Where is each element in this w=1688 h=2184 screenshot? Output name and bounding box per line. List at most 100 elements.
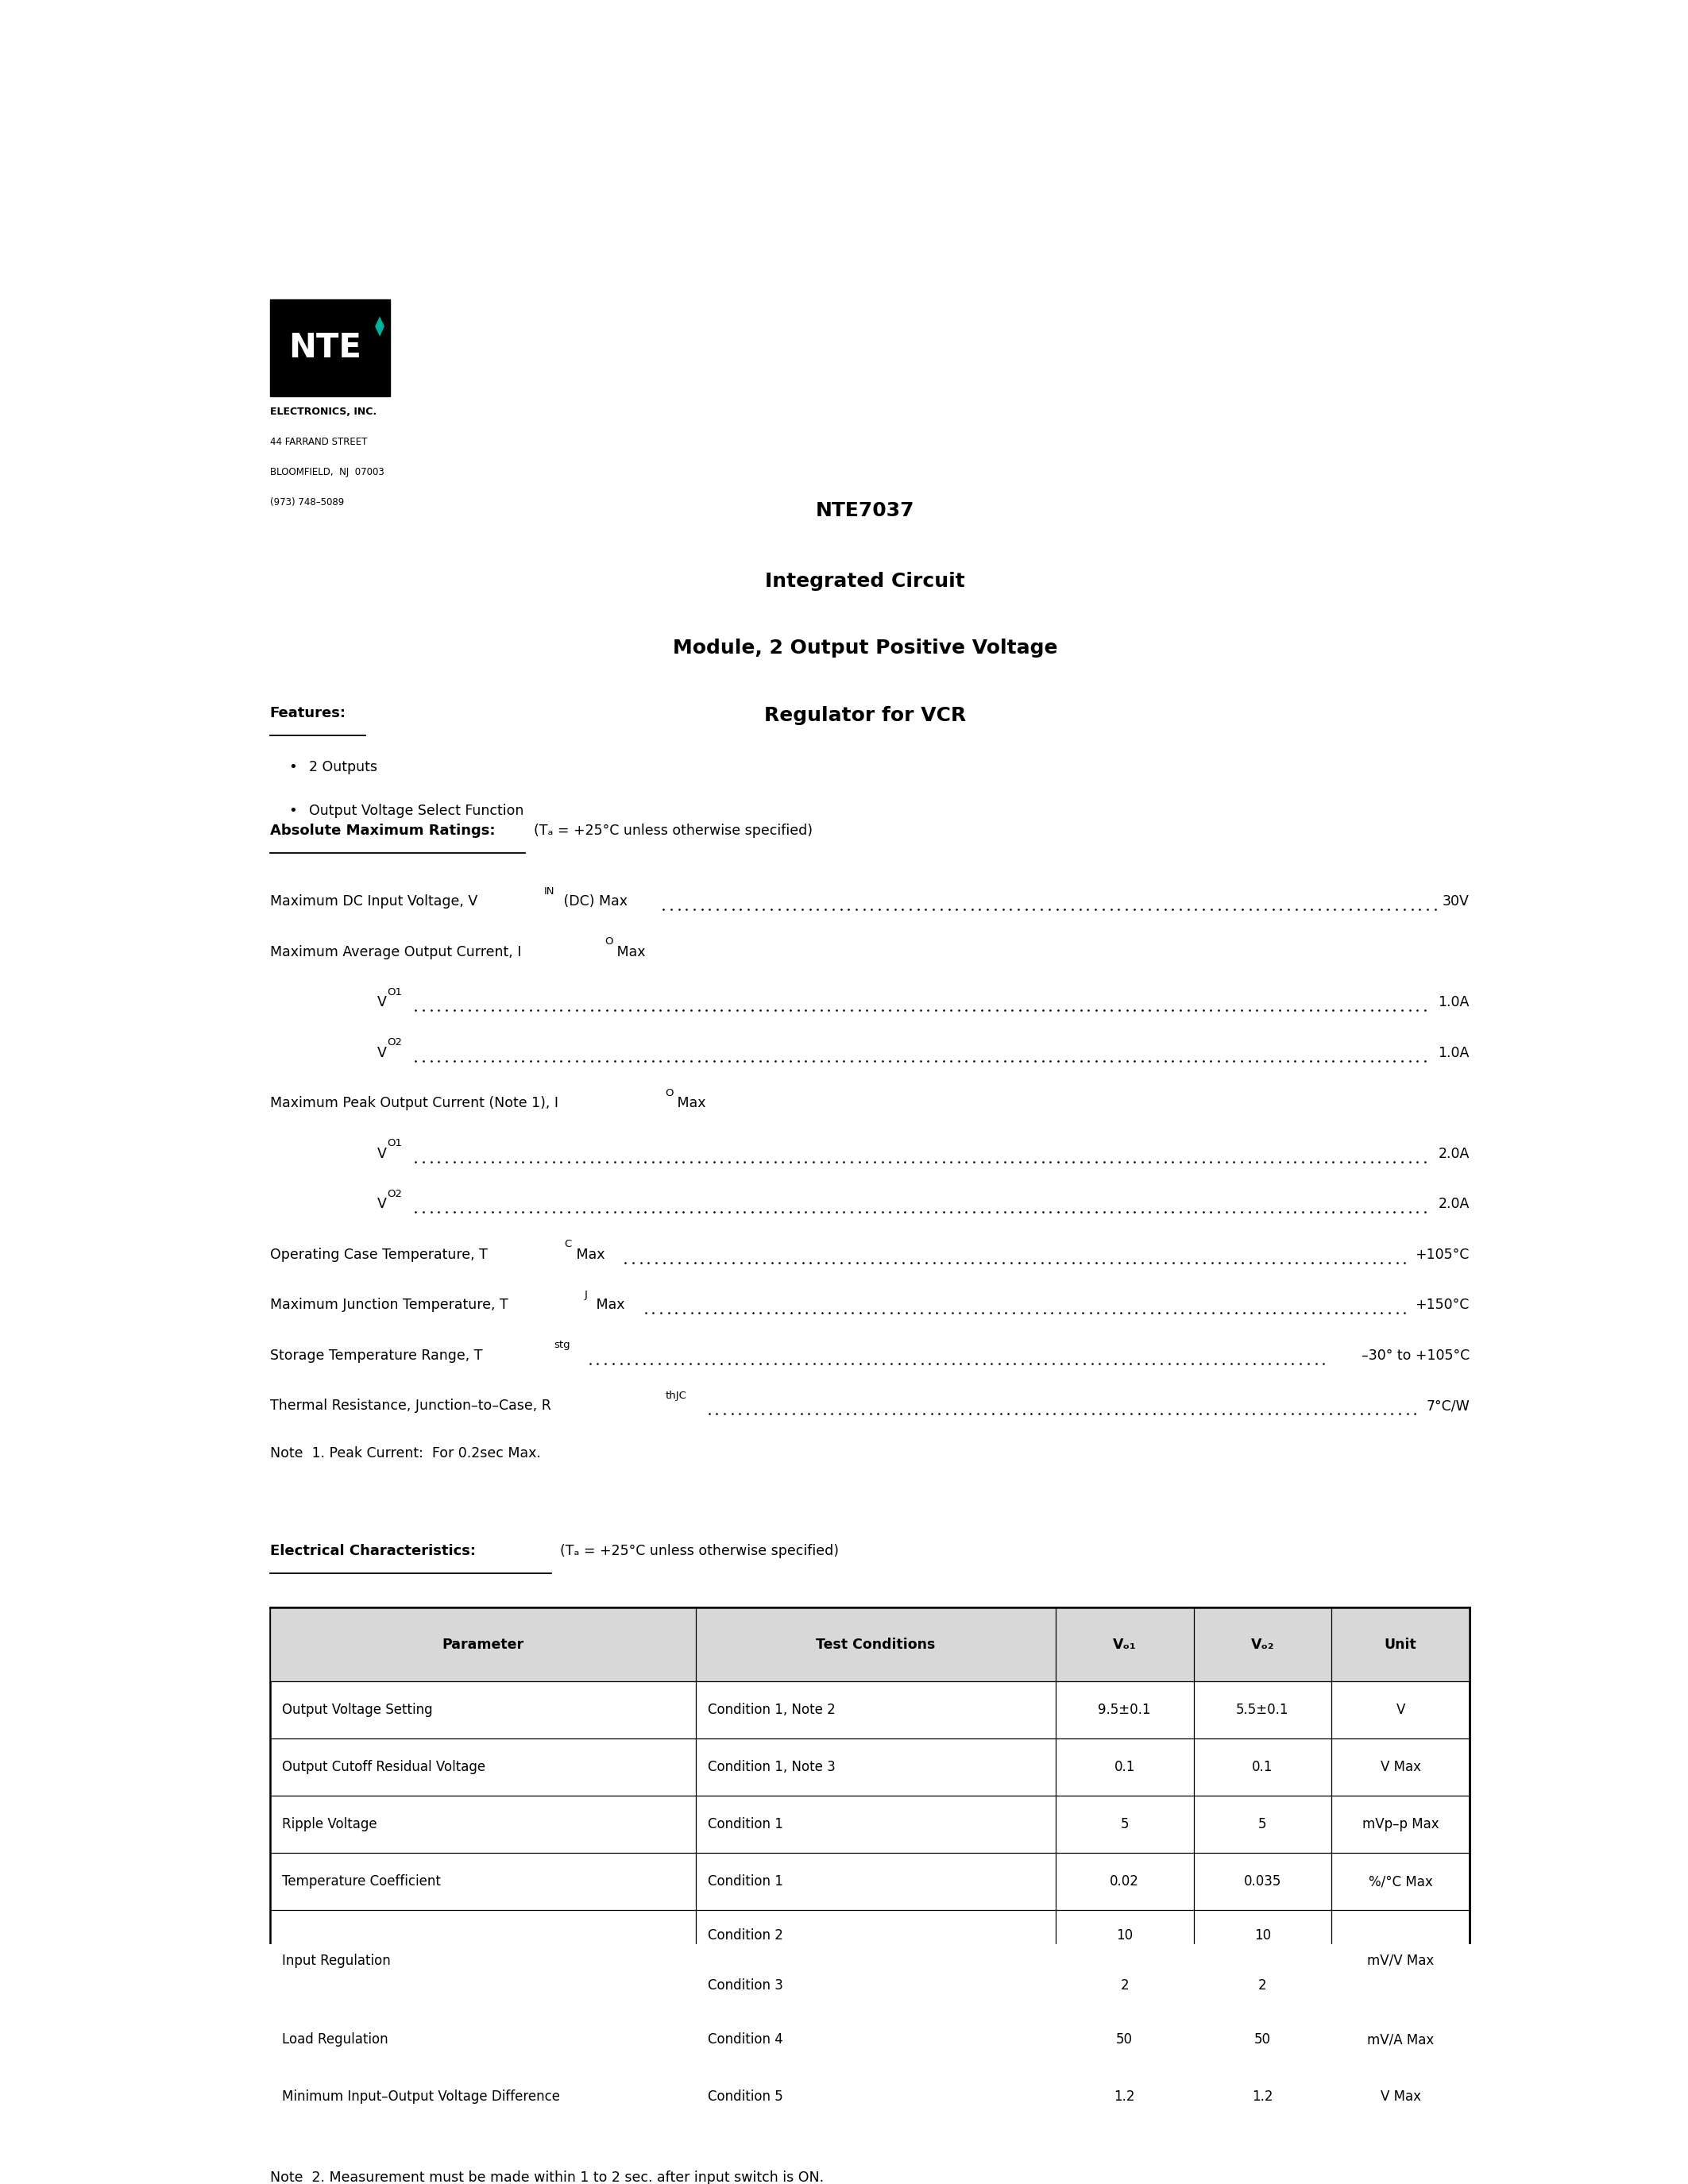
Text: O: O [604, 937, 613, 946]
Text: 10: 10 [1116, 1928, 1133, 1942]
Text: Ripple Voltage: Ripple Voltage [282, 1817, 376, 1832]
Text: Absolute Maximum Ratings:: Absolute Maximum Ratings: [270, 823, 495, 839]
Text: IN: IN [544, 887, 554, 895]
FancyBboxPatch shape [270, 299, 390, 397]
Text: NTE: NTE [289, 332, 361, 365]
Text: 0.02: 0.02 [1111, 1874, 1139, 1889]
Text: 1.0A: 1.0A [1438, 1046, 1470, 1059]
Text: 2.0A: 2.0A [1438, 1197, 1470, 1212]
Text: Input Regulation: Input Regulation [282, 1952, 390, 1968]
Text: 50: 50 [1254, 2033, 1271, 2046]
Text: Features:: Features: [270, 705, 346, 721]
Text: Temperature Coefficient: Temperature Coefficient [282, 1874, 441, 1889]
Text: Output Voltage Select Function: Output Voltage Select Function [309, 804, 523, 817]
Text: Storage Temperature Range, T: Storage Temperature Range, T [270, 1348, 483, 1363]
Text: 2.0A: 2.0A [1438, 1147, 1470, 1162]
Text: V: V [376, 996, 387, 1009]
Text: O2: O2 [387, 1188, 402, 1199]
Text: 30V: 30V [1443, 895, 1470, 909]
Text: Note  2. Measurement must be made within 1 to 2 sec. after input switch is ON.: Note 2. Measurement must be made within … [270, 2171, 824, 2184]
Text: Condition 3: Condition 3 [707, 1979, 783, 1994]
Text: +150°C: +150°C [1415, 1297, 1470, 1313]
Text: +105°C: +105°C [1415, 1247, 1470, 1262]
Text: Parameter: Parameter [442, 1638, 523, 1651]
Text: Condition 1: Condition 1 [707, 1817, 783, 1832]
Text: (Tₐ = +25°C unless otherwise specified): (Tₐ = +25°C unless otherwise specified) [533, 823, 814, 839]
Text: Module, 2 Output Positive Voltage: Module, 2 Output Positive Voltage [672, 638, 1057, 657]
Text: O1: O1 [387, 1138, 402, 1149]
Text: Output Cutoff Residual Voltage: Output Cutoff Residual Voltage [282, 1760, 484, 1773]
Text: Vₒ₂: Vₒ₂ [1251, 1638, 1274, 1651]
Text: –30° to +105°C: –30° to +105°C [1361, 1348, 1470, 1363]
Text: mVp–p Max: mVp–p Max [1362, 1817, 1438, 1832]
Text: Condition 1, Note 2: Condition 1, Note 2 [707, 1704, 836, 1717]
Text: 1.2: 1.2 [1114, 2090, 1134, 2103]
Text: C: C [564, 1238, 571, 1249]
Text: Condition 2: Condition 2 [707, 1928, 783, 1942]
Text: Condition 1, Note 3: Condition 1, Note 3 [707, 1760, 836, 1773]
Text: V: V [376, 1046, 387, 1059]
Text: 10: 10 [1254, 1928, 1271, 1942]
Text: Maximum Average Output Current, I: Maximum Average Output Current, I [270, 946, 522, 959]
Text: 5: 5 [1121, 1817, 1129, 1832]
Text: 7°C/W: 7°C/W [1426, 1400, 1470, 1413]
Text: 0.1: 0.1 [1114, 1760, 1134, 1773]
Text: 5.5±0.1: 5.5±0.1 [1236, 1704, 1290, 1717]
Text: Maximum Peak Output Current (Note 1), I: Maximum Peak Output Current (Note 1), I [270, 1096, 559, 1109]
Text: •: • [289, 760, 297, 773]
Text: V: V [376, 1197, 387, 1212]
Text: 9.5±0.1: 9.5±0.1 [1099, 1704, 1151, 1717]
Text: Load Regulation: Load Regulation [282, 2033, 388, 2046]
Text: Max: Max [674, 1096, 706, 1109]
Text: V: V [1396, 1704, 1404, 1717]
Text: V: V [376, 1147, 387, 1162]
Text: (Tₐ = +25°C unless otherwise specified): (Tₐ = +25°C unless otherwise specified) [560, 1544, 839, 1557]
Text: (DC) Max: (DC) Max [559, 895, 628, 909]
Text: BLOOMFIELD,  NJ  07003: BLOOMFIELD, NJ 07003 [270, 467, 385, 478]
Text: 5: 5 [1258, 1817, 1266, 1832]
Text: Max: Max [613, 946, 645, 959]
Text: V Max: V Max [1381, 2090, 1421, 2103]
Text: Integrated Circuit: Integrated Circuit [765, 572, 966, 590]
Text: Note  1. Peak Current:  For 0.2sec Max.: Note 1. Peak Current: For 0.2sec Max. [270, 1446, 540, 1461]
Text: •: • [289, 804, 297, 817]
Text: Condition 1: Condition 1 [707, 1874, 783, 1889]
Text: Maximum DC Input Voltage, V: Maximum DC Input Voltage, V [270, 895, 478, 909]
Text: ELECTRONICS, INC.: ELECTRONICS, INC. [270, 406, 376, 417]
Text: Regulator for VCR: Regulator for VCR [765, 705, 966, 725]
Text: %/°C Max: %/°C Max [1369, 1874, 1433, 1889]
Text: Max: Max [592, 1297, 625, 1313]
Text: V Max: V Max [1381, 1760, 1421, 1773]
Text: O2: O2 [387, 1037, 402, 1048]
Text: 0.035: 0.035 [1244, 1874, 1281, 1889]
Text: Max: Max [572, 1247, 604, 1262]
Text: Condition 5: Condition 5 [707, 2090, 783, 2103]
Text: thJC: thJC [665, 1391, 687, 1400]
Text: Maximum Junction Temperature, T: Maximum Junction Temperature, T [270, 1297, 508, 1313]
Text: J: J [584, 1289, 587, 1299]
Text: 0.1: 0.1 [1252, 1760, 1273, 1773]
Text: Electrical Characteristics:: Electrical Characteristics: [270, 1544, 476, 1557]
Text: Condition 4: Condition 4 [707, 2033, 783, 2046]
Text: Operating Case Temperature, T: Operating Case Temperature, T [270, 1247, 488, 1262]
Text: Thermal Resistance, Junction–to–Case, R: Thermal Resistance, Junction–to–Case, R [270, 1400, 550, 1413]
Polygon shape [375, 317, 385, 336]
Bar [270, 1607, 1470, 1682]
Text: 1.2: 1.2 [1252, 2090, 1273, 2103]
Text: 2 Outputs: 2 Outputs [309, 760, 378, 773]
Text: 2: 2 [1258, 1979, 1266, 1994]
Text: O: O [665, 1088, 674, 1099]
Text: Unit: Unit [1384, 1638, 1416, 1651]
Text: stg: stg [554, 1341, 571, 1350]
Text: 50: 50 [1116, 2033, 1133, 2046]
Text: 2: 2 [1121, 1979, 1129, 1994]
Text: 1.0A: 1.0A [1438, 996, 1470, 1009]
Text: 44 FARRAND STREET: 44 FARRAND STREET [270, 437, 366, 448]
Text: (973) 748–5089: (973) 748–5089 [270, 498, 344, 509]
Text: O1: O1 [387, 987, 402, 998]
Text: Vₒ₁: Vₒ₁ [1112, 1638, 1136, 1651]
Bar [270, 1607, 1470, 2125]
Text: mV/V Max: mV/V Max [1367, 1952, 1435, 1968]
Text: mV/A Max: mV/A Max [1367, 2033, 1435, 2046]
Text: Output Voltage Setting: Output Voltage Setting [282, 1704, 432, 1717]
